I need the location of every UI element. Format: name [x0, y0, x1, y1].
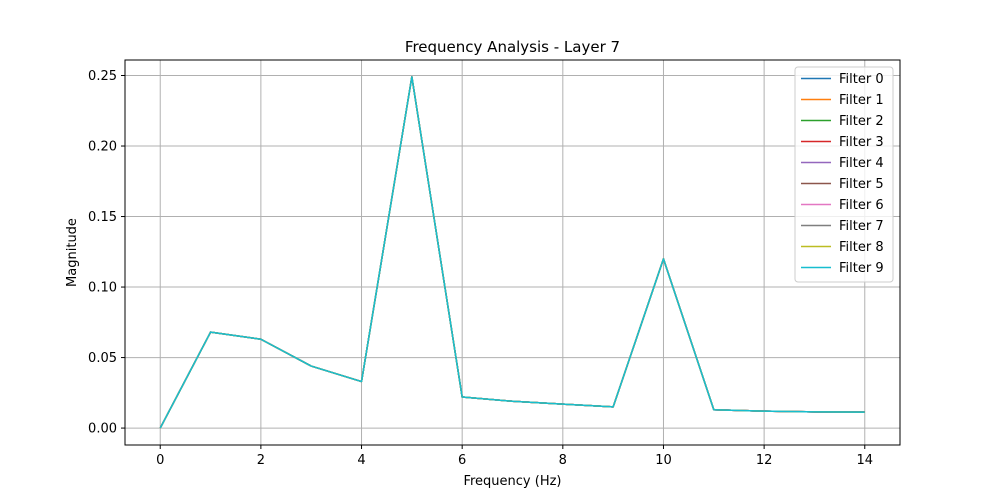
y-axis-label: Magnitude [65, 218, 80, 287]
x-tick-label: 2 [257, 453, 265, 468]
x-axis-ticks: 0 2 4 6 8 10 12 14 [156, 445, 873, 468]
series-layer [159, 76, 865, 429]
x-tick-label: 12 [756, 453, 773, 468]
legend-label-filter-8: Filter 8 [839, 240, 884, 255]
legend-label-filter-0: Filter 0 [839, 72, 884, 87]
x-tick-label: 14 [856, 453, 873, 468]
plot-area-frame [124, 59, 901, 446]
x-axis-label: Frequency (Hz) [463, 474, 561, 489]
legend-label-filter-1: Filter 1 [839, 93, 884, 108]
legend-label-filter-3: Filter 3 [839, 135, 884, 150]
x-tick-label: 0 [156, 453, 164, 468]
legend: Filter 0 Filter 1 Filter 2 Filter 3 Filter 4… [794, 66, 894, 283]
x-tick-label: 10 [655, 453, 672, 468]
legend-label-filter-5: Filter 5 [839, 177, 884, 192]
legend-label-filter-2: Filter 2 [839, 114, 884, 129]
y-tick-label: 0.20 [88, 140, 117, 155]
x-tick-label: 4 [357, 453, 365, 468]
chart-title: Frequency Analysis - Layer 7 [405, 38, 620, 56]
legend-label-filter-9: Filter 9 [839, 261, 884, 276]
series-line-filter-9 [159, 76, 865, 429]
legend-label-filter-7: Filter 7 [839, 219, 884, 234]
y-tick-label: 0.00 [88, 422, 117, 437]
x-tick-label: 8 [559, 453, 567, 468]
y-tick-label: 0.05 [88, 351, 117, 366]
y-axis-ticks: 0.00 0.05 0.10 0.15 0.20 0.25 [88, 69, 125, 437]
x-tick-label: 6 [458, 453, 466, 468]
y-tick-label: 0.10 [88, 281, 117, 296]
y-tick-label: 0.15 [88, 210, 117, 225]
legend-label-filter-6: Filter 6 [839, 198, 884, 213]
y-tick-label: 0.25 [88, 69, 117, 84]
legend-label-filter-4: Filter 4 [839, 156, 884, 171]
